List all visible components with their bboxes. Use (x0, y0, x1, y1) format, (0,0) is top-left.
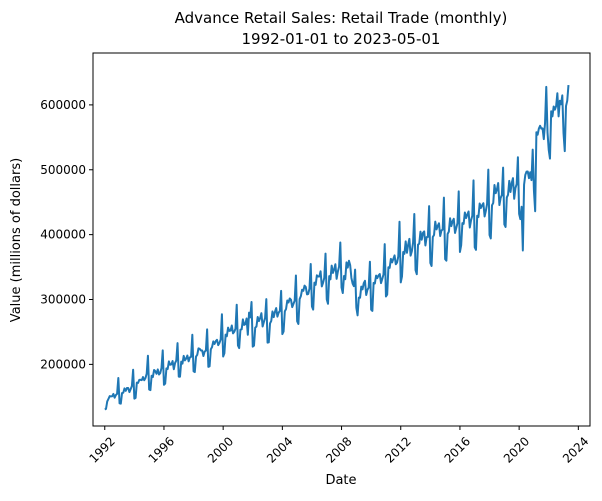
axes-frame (92, 52, 591, 427)
x-tick-label: 2000 (205, 434, 236, 465)
x-tick-label: 2020 (501, 434, 532, 465)
x-axis: 1992 1996 2000 2004 2008 2012 2016 2020 2024 (86, 426, 591, 466)
x-tick-label: 2024 (560, 434, 591, 465)
y-tick-label: 500000 (40, 163, 86, 177)
series-line-0 (104, 84, 570, 411)
x-tick-label: 2016 (442, 434, 473, 465)
x-tick-label: 2004 (264, 434, 295, 465)
y-tick-label: 300000 (40, 293, 86, 307)
chart-subtitle: 1992-01-01 to 2023-05-01 (242, 30, 441, 48)
y-axis-label: Value (millions of dollars) (9, 158, 24, 322)
x-axis-label: Date (325, 473, 356, 488)
y-tick-label: 600000 (40, 98, 86, 112)
y-tick-label: 400000 (40, 228, 86, 242)
plot-area (104, 84, 570, 411)
x-tick-label: 1996 (146, 434, 177, 465)
x-tick-label: 2008 (323, 434, 354, 465)
chart-title: Advance Retail Sales: Retail Trade (mont… (175, 9, 508, 27)
x-tick-label: 1992 (86, 434, 117, 465)
x-tick-label: 2012 (382, 434, 413, 465)
y-tick-label: 200000 (40, 357, 86, 371)
y-axis: 200000 300000 400000 500000 600000 (40, 98, 93, 371)
